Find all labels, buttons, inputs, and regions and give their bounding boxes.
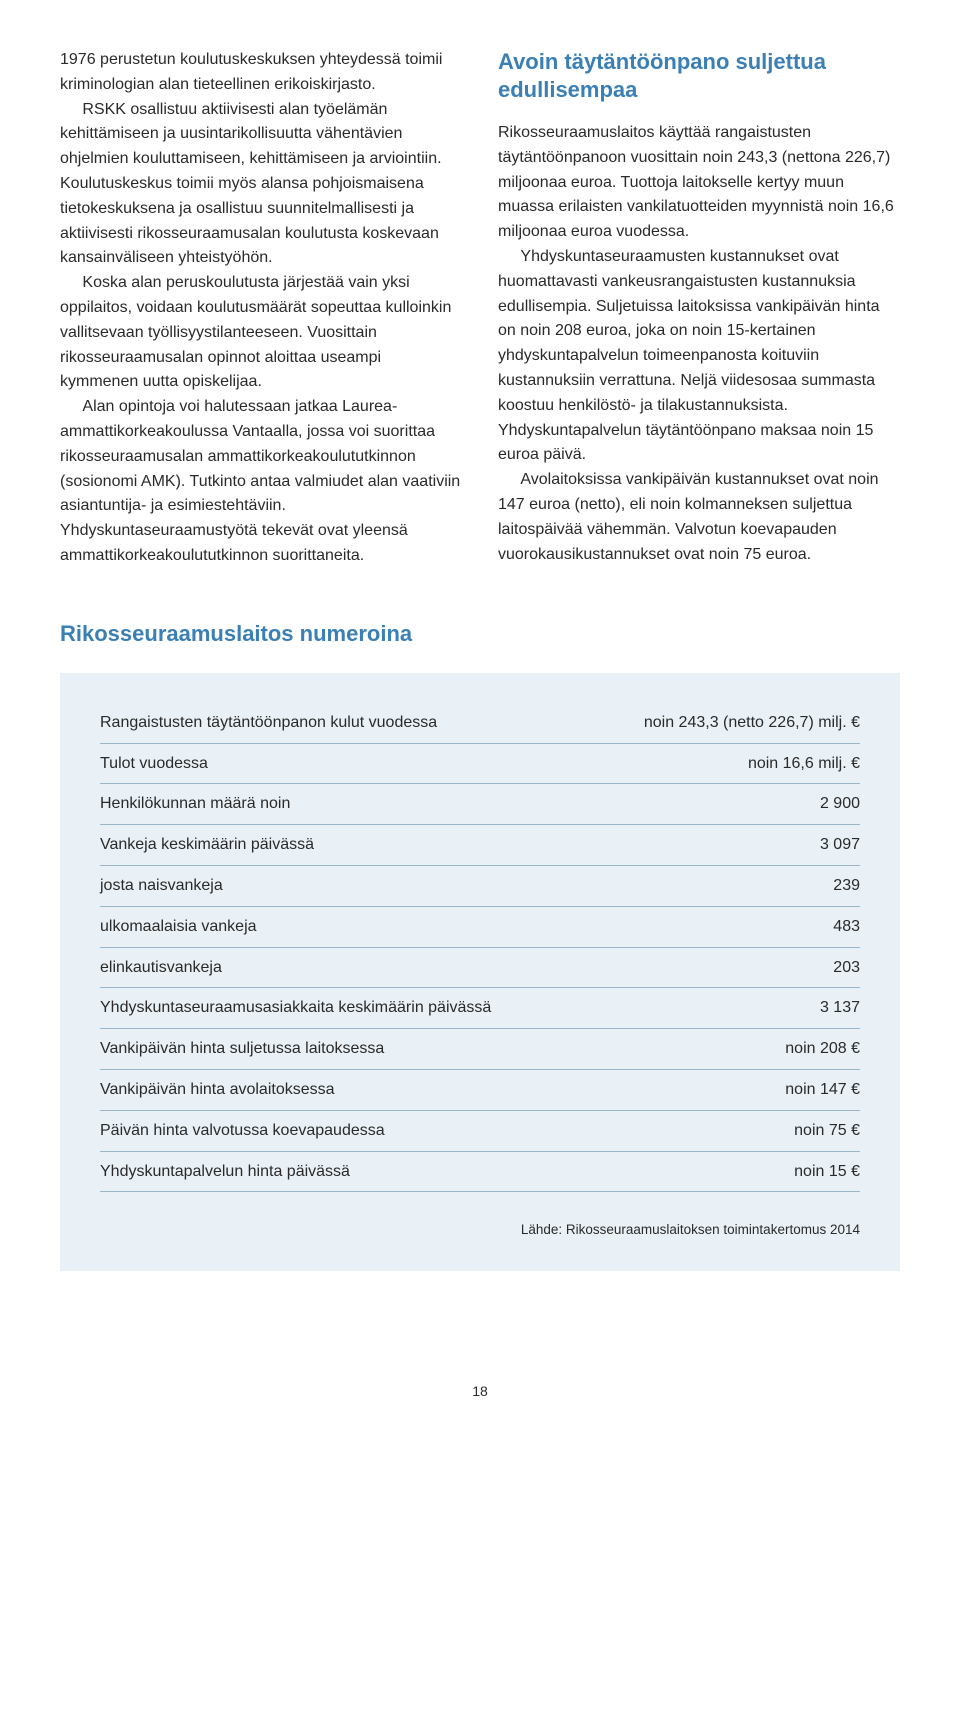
table-cell-label: ulkomaalaisia vankeja xyxy=(100,906,590,947)
body-paragraph: Yhdyskuntaseuraamusten kustannukset ovat… xyxy=(498,245,900,468)
table-cell-value: noin 208 € xyxy=(590,1029,860,1070)
column-heading: Avoin täytäntöönpano suljettua edullisem… xyxy=(498,48,900,103)
table-cell-value: 483 xyxy=(590,906,860,947)
table-cell-value: 203 xyxy=(590,947,860,988)
table-row: ulkomaalaisia vankeja483 xyxy=(100,906,860,947)
table-cell-value: 239 xyxy=(590,866,860,907)
table-cell-value: 2 900 xyxy=(590,784,860,825)
table-cell-value: noin 75 € xyxy=(590,1110,860,1151)
table-cell-label: Vankeja keskimäärin päivässä xyxy=(100,825,590,866)
left-column: 1976 perustetun koulutuskeskuksen yhteyd… xyxy=(60,48,462,569)
table-cell-value: noin 243,3 (netto 226,7) milj. € xyxy=(590,703,860,743)
right-column: Avoin täytäntöönpano suljettua edullisem… xyxy=(498,48,900,569)
body-paragraph: Rikosseuraamuslaitos käyttää rangaistust… xyxy=(498,121,900,245)
table-cell-value: noin 16,6 milj. € xyxy=(590,743,860,784)
table-row: Päivän hinta valvotussa koevapaudessanoi… xyxy=(100,1110,860,1151)
table-row: Vankipäivän hinta avolaitoksessanoin 147… xyxy=(100,1070,860,1111)
table-cell-label: Rangaistusten täytäntöönpanon kulut vuod… xyxy=(100,703,590,743)
table-cell-label: Yhdyskuntapalvelun hinta päivässä xyxy=(100,1151,590,1192)
table-row: Yhdyskuntaseuraamusasiakkaita keskimääri… xyxy=(100,988,860,1029)
table-row: Rangaistusten täytäntöönpanon kulut vuod… xyxy=(100,703,860,743)
table-source: Lähde: Rikosseuraamuslaitoksen toimintak… xyxy=(100,1220,860,1241)
table-cell-label: josta naisvankeja xyxy=(100,866,590,907)
table-row: Tulot vuodessanoin 16,6 milj. € xyxy=(100,743,860,784)
table-cell-value: noin 15 € xyxy=(590,1151,860,1192)
table-row: josta naisvankeja239 xyxy=(100,866,860,907)
table-cell-label: elinkautisvankeja xyxy=(100,947,590,988)
table-cell-value: 3 137 xyxy=(590,988,860,1029)
table-row: Vankeja keskimäärin päivässä3 097 xyxy=(100,825,860,866)
table-row: Yhdyskuntapalvelun hinta päivässänoin 15… xyxy=(100,1151,860,1192)
stats-table-container: Rangaistusten täytäntöönpanon kulut vuod… xyxy=(60,673,900,1271)
body-paragraph: Avolaitoksissa vankipäivän kustannukset … xyxy=(498,468,900,567)
table-row: Henkilökunnan määrä noin2 900 xyxy=(100,784,860,825)
table-row: elinkautisvankeja203 xyxy=(100,947,860,988)
table-row: Vankipäivän hinta suljetussa laitoksessa… xyxy=(100,1029,860,1070)
body-paragraph: Alan opintoja voi halutessaan jatkaa Lau… xyxy=(60,395,462,569)
page-number: 18 xyxy=(60,1381,900,1403)
two-column-body: 1976 perustetun koulutuskeskuksen yhteyd… xyxy=(60,48,900,569)
table-cell-label: Tulot vuodessa xyxy=(100,743,590,784)
stats-table: Rangaistusten täytäntöönpanon kulut vuod… xyxy=(100,703,860,1193)
body-paragraph: 1976 perustetun koulutuskeskuksen yhteyd… xyxy=(60,48,462,98)
body-paragraph: RSKK osallistuu aktiivisesti alan työelä… xyxy=(60,98,462,272)
table-cell-label: Yhdyskuntaseuraamusasiakkaita keskimääri… xyxy=(100,988,590,1029)
table-cell-label: Vankipäivän hinta avolaitoksessa xyxy=(100,1070,590,1111)
table-cell-label: Vankipäivän hinta suljetussa laitoksessa xyxy=(100,1029,590,1070)
table-cell-value: noin 147 € xyxy=(590,1070,860,1111)
table-cell-label: Päivän hinta valvotussa koevapaudessa xyxy=(100,1110,590,1151)
table-cell-label: Henkilökunnan määrä noin xyxy=(100,784,590,825)
table-cell-value: 3 097 xyxy=(590,825,860,866)
body-paragraph: Koska alan peruskoulutusta järjestää vai… xyxy=(60,271,462,395)
table-section-heading: Rikosseuraamuslaitos numeroina xyxy=(60,617,900,651)
